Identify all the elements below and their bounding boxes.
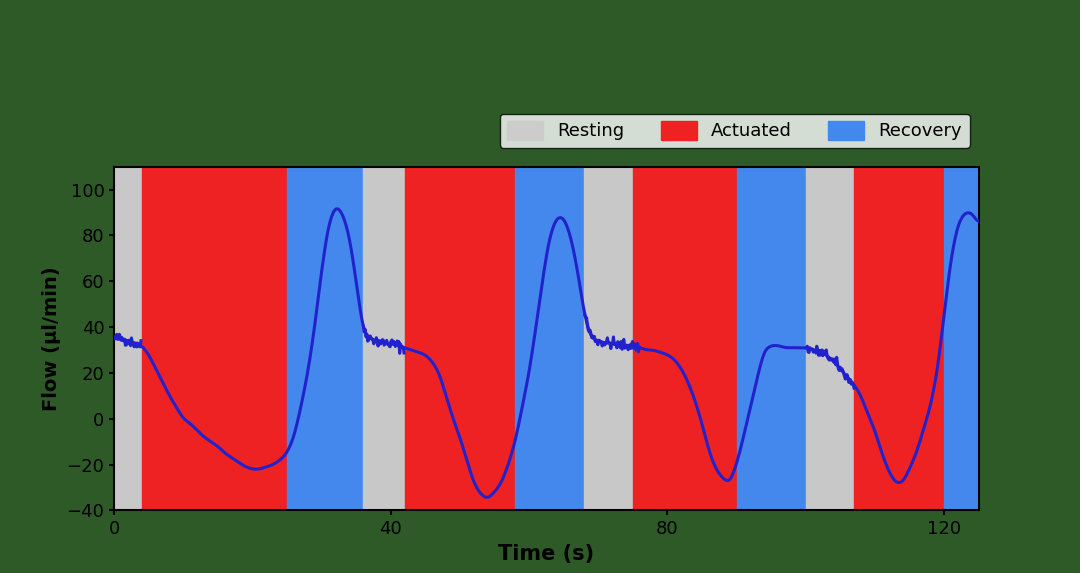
X-axis label: Time (s): Time (s): [498, 544, 594, 564]
Bar: [363, 167, 405, 511]
Bar: [633, 167, 737, 511]
Bar: [584, 167, 633, 511]
Bar: [854, 167, 944, 511]
Bar: [737, 167, 806, 511]
Y-axis label: Flow (µl/min): Flow (µl/min): [42, 266, 60, 411]
Bar: [806, 167, 854, 511]
Bar: [944, 167, 978, 511]
Legend: Resting, Actuated, Recovery: Resting, Actuated, Recovery: [500, 114, 970, 148]
Bar: [114, 167, 141, 511]
Bar: [287, 167, 363, 511]
Bar: [141, 167, 287, 511]
Bar: [515, 167, 584, 511]
Bar: [405, 167, 515, 511]
